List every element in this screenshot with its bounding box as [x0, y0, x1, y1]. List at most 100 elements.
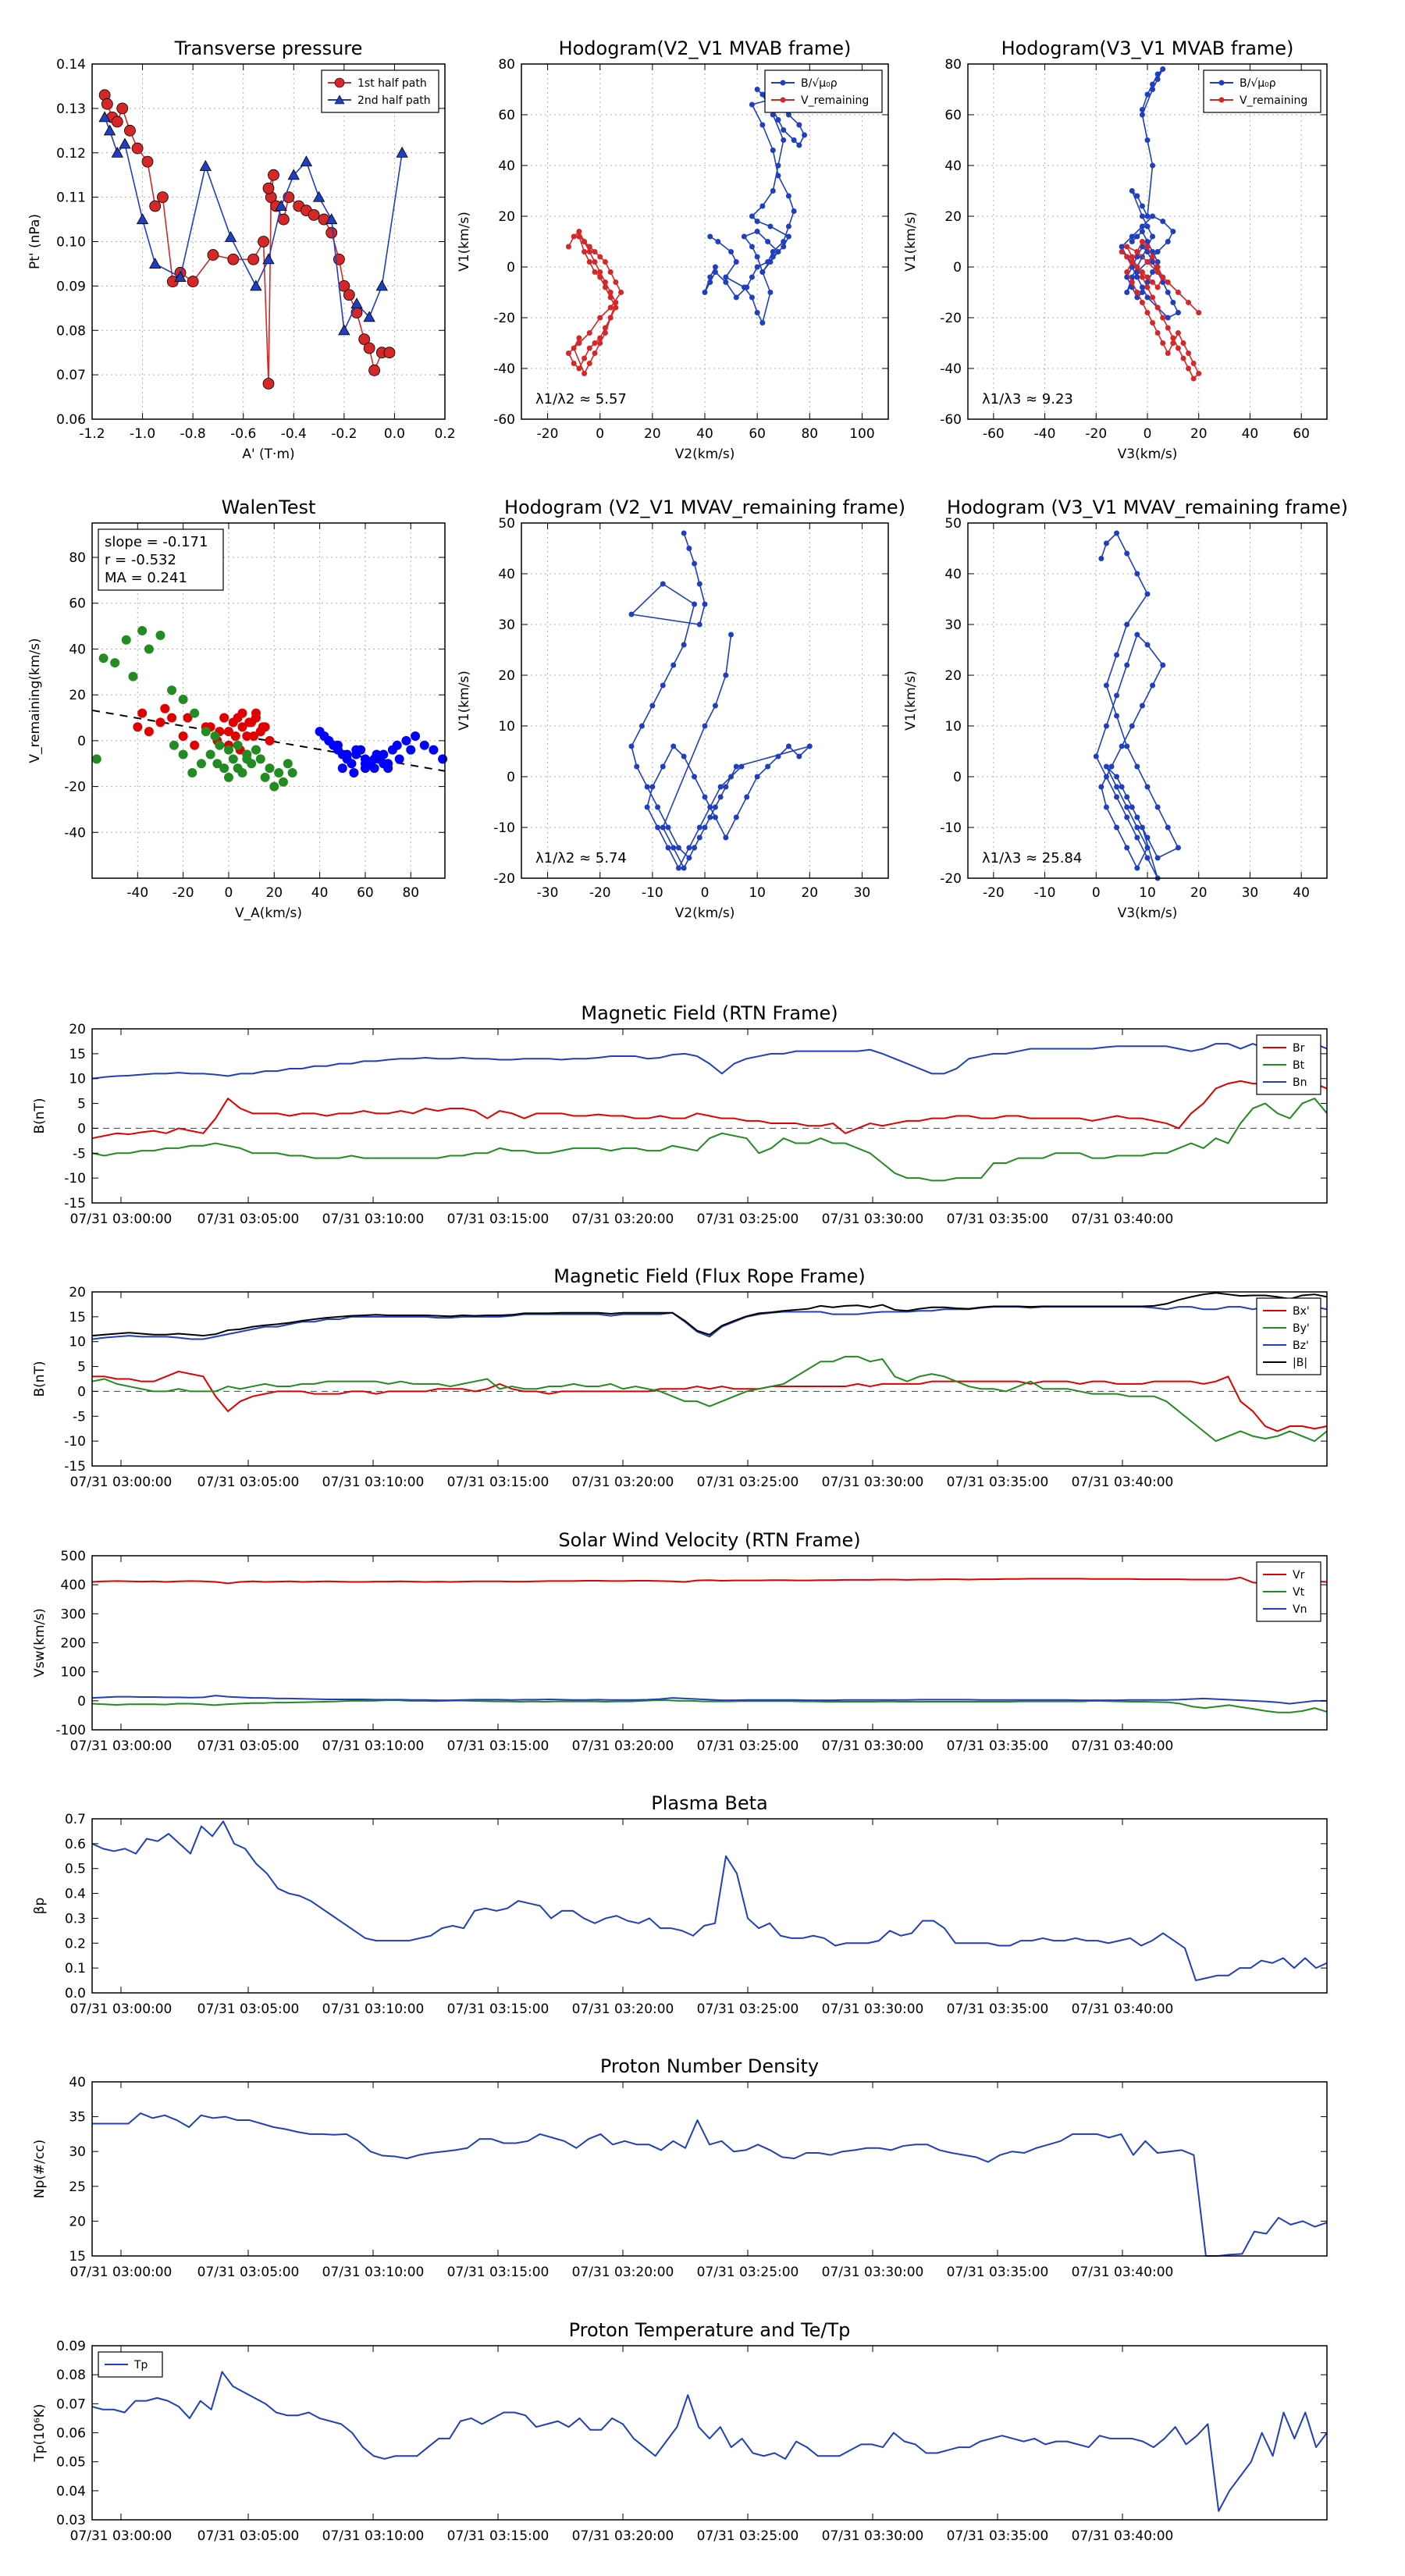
data-point-circle	[262, 378, 275, 390]
x-tick-label: 0.0	[384, 426, 405, 442]
x-tick-label: 0	[1144, 426, 1152, 442]
data-point	[597, 315, 603, 321]
y-axis-label: Tp(10⁶K)	[32, 2403, 48, 2462]
y-tick-label: 0	[77, 734, 86, 749]
data-point	[670, 845, 677, 851]
data-point	[1144, 855, 1151, 861]
y-tick-label: 40	[498, 158, 515, 174]
x-tick-label: 07/31 03:15:00	[447, 1738, 550, 1754]
data-point	[249, 731, 259, 741]
data-point	[1139, 824, 1145, 831]
x-tick-label: 07/31 03:00:00	[70, 1212, 173, 1227]
data-point	[759, 203, 766, 209]
data-point	[212, 759, 222, 769]
data-point	[1150, 233, 1156, 240]
data-point	[1114, 824, 1120, 831]
y-tick-label: 5	[77, 1097, 86, 1112]
data-point	[1139, 203, 1145, 209]
data-point	[712, 264, 718, 270]
data-point	[1134, 814, 1140, 820]
data-point	[775, 173, 781, 179]
y-tick-label: 0.0	[65, 1986, 86, 2001]
y-tick-label: 15	[69, 1310, 86, 1325]
series-line-By'	[91, 1355, 1328, 1443]
data-point	[1150, 162, 1156, 169]
data-point	[269, 781, 279, 792]
data-point	[429, 745, 439, 755]
y-tick-label: 20	[944, 668, 962, 684]
data-point	[1144, 591, 1151, 597]
data-point	[1186, 300, 1192, 305]
y-axis-label: Pt' (nPa)	[27, 214, 43, 269]
data-point	[1144, 834, 1151, 841]
data-point	[1165, 239, 1171, 244]
data-point	[265, 735, 275, 745]
data-point	[1196, 310, 1202, 315]
data-point	[785, 743, 791, 749]
data-point	[582, 249, 588, 254]
legend-box	[1256, 1297, 1321, 1375]
data-point-circle	[383, 347, 396, 359]
data-point	[133, 722, 143, 732]
data-point	[190, 708, 200, 718]
x-tick-label: 0	[225, 885, 233, 901]
y-tick-label: 300	[61, 1606, 86, 1622]
x-tick-label: 07/31 03:40:00	[1072, 2265, 1174, 2280]
data-point	[242, 731, 252, 741]
data-point	[1103, 804, 1109, 810]
y-tick-label: -15	[64, 1196, 86, 1212]
x-tick-label: 07/31 03:10:00	[322, 1738, 425, 1754]
x-tick-label: -60	[983, 426, 1005, 442]
data-point	[707, 814, 713, 820]
data-point	[337, 763, 347, 774]
chart-t3: -100 0 100 200 300 400 500 07/31 03:00:00 07/31 …	[32, 1529, 1328, 1754]
data-point	[1175, 330, 1181, 336]
y-tick-label: 15	[69, 2249, 86, 2265]
data-point	[770, 254, 776, 260]
x-tick-label: 07/31 03:15:00	[447, 2265, 550, 2280]
data-point	[244, 717, 254, 728]
x-tick-label: -20	[1085, 426, 1107, 442]
data-point	[219, 763, 229, 774]
data-point	[607, 315, 614, 321]
data-point	[169, 740, 179, 750]
data-point	[660, 682, 666, 688]
x-tick-label: 07/31 03:25:00	[697, 2265, 799, 2280]
plot-frame	[91, 1028, 1328, 1204]
x-tick-label: 07/31 03:40:00	[1072, 1475, 1174, 1490]
y-tick-label: 40	[944, 158, 962, 174]
y-tick-label: 30	[944, 617, 962, 633]
legend-marker	[1218, 80, 1225, 86]
chart-title: Hodogram (V3_V1 MVAV_remaining frame)	[947, 496, 1348, 518]
data-point	[738, 763, 745, 770]
data-point	[419, 740, 429, 750]
legend-label: Tp	[133, 2359, 148, 2371]
x-tick-label: -40	[126, 885, 148, 901]
x-tick-label: -1.0	[130, 426, 155, 442]
y-tick-label: 30	[69, 2144, 86, 2160]
data-point	[655, 804, 661, 810]
x-tick-label: 07/31 03:35:00	[947, 1738, 1049, 1754]
data-point	[283, 759, 293, 769]
y-tick-label: -20	[64, 780, 86, 795]
y-axis-label: V1(km/s)	[903, 671, 919, 731]
data-point-triangle	[250, 279, 262, 291]
data-point	[144, 644, 154, 654]
data-point	[1144, 294, 1151, 301]
data-point-triangle	[350, 297, 363, 309]
data-point	[1175, 310, 1181, 315]
x-tick-label: 07/31 03:25:00	[697, 2001, 799, 2017]
data-point	[796, 753, 802, 760]
data-point	[728, 632, 735, 638]
x-tick-label: 30	[854, 885, 871, 901]
data-point	[1154, 264, 1161, 270]
data-point	[1160, 219, 1166, 224]
y-tick-label: -15	[64, 1459, 86, 1475]
y-tick-label: 0.04	[56, 2484, 86, 2500]
data-point	[333, 740, 343, 750]
x-tick-label: 100	[849, 426, 874, 442]
data-point	[644, 784, 650, 790]
data-point	[392, 740, 402, 750]
data-point	[712, 269, 718, 275]
y-tick-label: 0	[953, 770, 962, 785]
